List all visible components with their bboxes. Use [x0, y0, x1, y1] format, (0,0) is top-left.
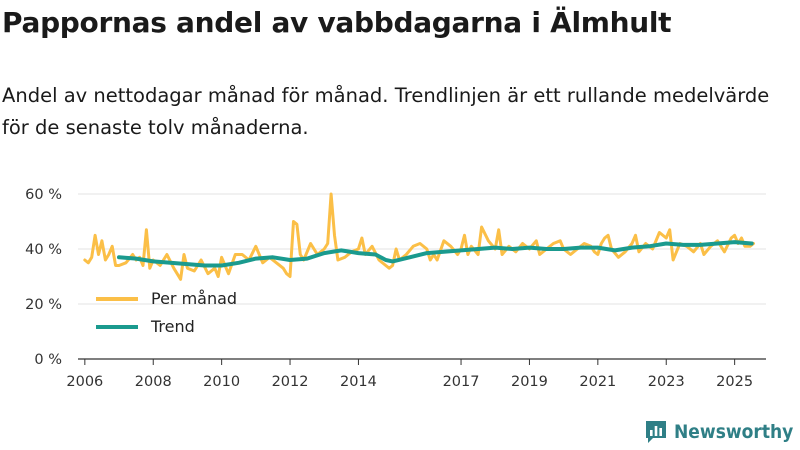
- brand: Newsworthy: [644, 418, 793, 446]
- x-tick-label: 2023: [648, 374, 685, 390]
- chart-subtitle: Andel av nettodagar månad för månad. Tre…: [2, 84, 770, 139]
- chart-title: Pappornas andel av vabbdagarna i Älmhult: [2, 6, 672, 39]
- legend: Per månad Trend: [96, 289, 237, 336]
- y-tick-label: 0 %: [34, 352, 62, 368]
- series-line-trend: [117, 240, 754, 268]
- brand-name: Newsworthy: [674, 421, 794, 443]
- x-tick-label: 2021: [579, 374, 616, 390]
- x-tick-label: 2008: [135, 374, 172, 390]
- line-chart: 0 % 20 % 40 % 60 % 2006 2008 2010 2012 2014 2017…: [25, 187, 766, 390]
- y-axis-labels: 0 % 20 % 40 % 60 %: [25, 187, 62, 368]
- x-tick-label: 2025: [716, 374, 753, 390]
- x-tick-label: 2017: [443, 374, 480, 390]
- series-line-per-manad: [83, 192, 755, 281]
- y-tick-label: 60 %: [25, 187, 62, 203]
- legend-label: Per månad: [151, 289, 237, 308]
- y-tick-label: 20 %: [25, 297, 62, 313]
- newsworthy-logo-icon: [646, 421, 666, 443]
- series-lines: [83, 192, 755, 281]
- grid-lines: [78, 193, 766, 305]
- x-tick-label: 2019: [511, 374, 548, 390]
- x-axis: 2006 2008 2010 2012 2014 2017 2019 2021 2023 2025: [66, 358, 766, 390]
- x-tick-label: 2012: [272, 374, 309, 390]
- y-tick-label: 40 %: [25, 242, 62, 258]
- x-tick-label: 2006: [66, 374, 103, 390]
- x-tick-label: 2014: [340, 374, 377, 390]
- legend-label: Trend: [150, 317, 195, 336]
- x-tick-label: 2010: [203, 374, 240, 390]
